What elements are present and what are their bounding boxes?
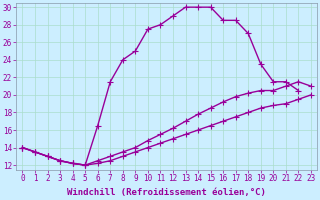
- X-axis label: Windchill (Refroidissement éolien,°C): Windchill (Refroidissement éolien,°C): [67, 188, 266, 197]
